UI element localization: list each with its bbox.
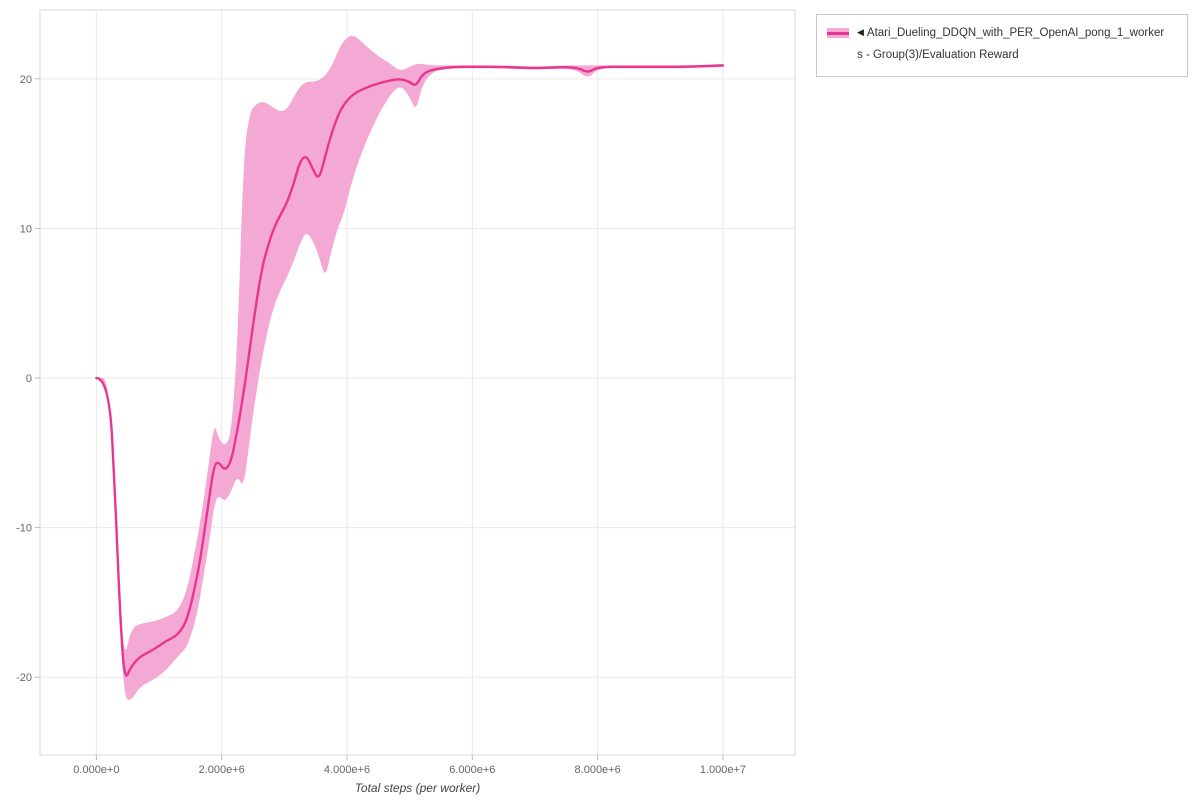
legend-label: ◀ Atari_Dueling_DDQN_with_PER_OpenAI_pong… xyxy=(857,22,1177,67)
x-tick-label: 6.000e+6 xyxy=(449,764,495,776)
y-tick-label: 10 xyxy=(20,223,32,235)
y-tick-label: -20 xyxy=(16,672,32,684)
legend-collapse-icon[interactable]: ◀ xyxy=(857,27,864,37)
x-axis-title: Total steps (per worker) xyxy=(354,781,481,795)
legend-entry[interactable]: ◀ Atari_Dueling_DDQN_with_PER_OpenAI_pong… xyxy=(816,14,1188,77)
x-tick-label: 1.000e+7 xyxy=(700,764,746,776)
legend-label-line-2: s - Group(3)/Evaluation Reward xyxy=(857,49,1019,62)
x-tick-label: 8.000e+6 xyxy=(575,764,621,776)
series-line xyxy=(95,64,725,677)
y-tick-label: 20 xyxy=(20,74,32,86)
confidence-band xyxy=(96,35,723,700)
legend-label-text-1: Atari_Dueling_DDQN_with_PER_OpenAI_pong_… xyxy=(866,27,1165,39)
x-tick-label: 2.000e+6 xyxy=(199,764,245,776)
plot-border xyxy=(39,9,796,756)
legend-swatch xyxy=(827,28,849,38)
legend-swatch-line xyxy=(827,31,849,35)
y-tick-label: -10 xyxy=(16,523,32,535)
x-tick-label: 4.000e+6 xyxy=(324,764,370,776)
legend-label-line-1: ◀ Atari_Dueling_DDQN_with_PER_OpenAI_pong… xyxy=(857,22,1177,44)
y-tick-label: 0 xyxy=(26,373,32,385)
x-tick-label: 0.000e+0 xyxy=(73,764,119,776)
